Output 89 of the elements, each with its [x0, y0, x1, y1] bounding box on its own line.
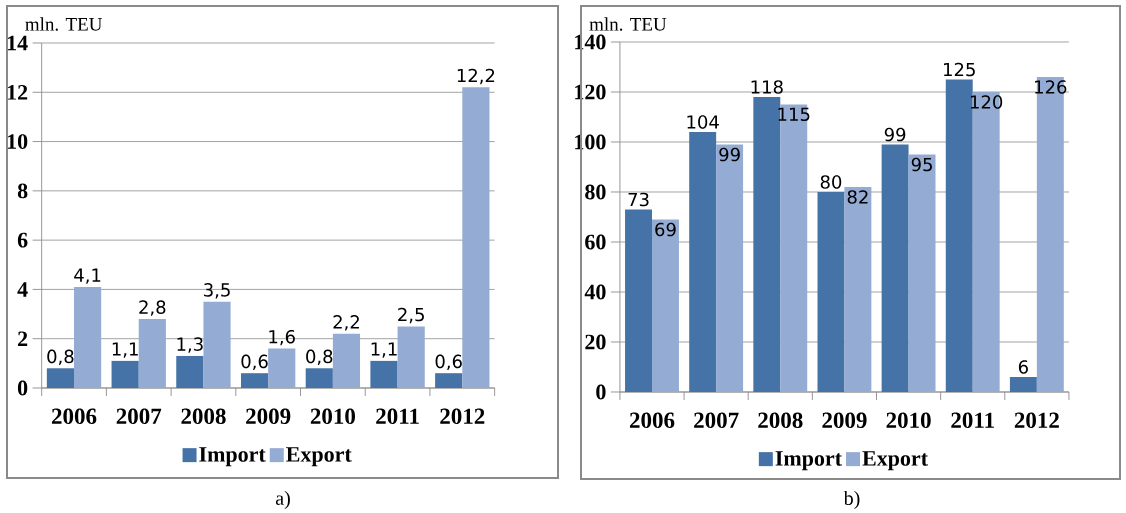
data-label: 1,1	[371, 342, 397, 358]
bar	[817, 191, 845, 392]
data-label: 0,6	[435, 354, 462, 370]
data-label: 73	[628, 192, 649, 207]
x-tick-label: 2007	[116, 408, 162, 425]
y-tick-label: 14	[7, 35, 28, 51]
y-tick-label: 8	[17, 183, 28, 199]
bar	[370, 360, 398, 388]
y-tick-label: 12	[7, 84, 28, 100]
bar	[268, 348, 296, 388]
bar	[1009, 376, 1037, 392]
data-label: 1,6	[269, 329, 295, 346]
bar	[74, 286, 102, 388]
x-tick-label: 2012	[440, 408, 485, 425]
data-label: 80	[820, 175, 842, 189]
x-tick-label: 2011	[376, 408, 419, 425]
text: b)	[843, 490, 860, 510]
data-label: 0,8	[306, 349, 333, 366]
data-label: 95	[911, 157, 932, 172]
data-label: 1,3	[177, 337, 203, 353]
y-axis-title: mln. TEU	[589, 17, 667, 31]
data-label: 12,2	[457, 68, 495, 85]
bar	[240, 373, 269, 388]
legend-label: Import	[199, 447, 266, 467]
data-label: 2,5	[398, 307, 424, 324]
x-tick-label: 2006	[51, 408, 97, 425]
data-label: 0,8	[47, 349, 74, 366]
text: a)	[275, 490, 290, 510]
y-tick-label: 20	[585, 334, 606, 350]
y-tick-label: 2	[18, 331, 28, 346]
bar	[305, 368, 333, 388]
y-tick-label: 10	[7, 134, 28, 149]
bar	[138, 318, 166, 388]
y-axis-title: mln. TEU	[25, 17, 103, 31]
data-label: 125	[944, 62, 975, 77]
bar	[111, 360, 139, 388]
data-label: 99	[719, 147, 740, 162]
bar	[780, 104, 808, 392]
x-tick-label: 2009	[246, 408, 291, 425]
x-tick-label: 2010	[886, 412, 931, 429]
x-tick-label: 2008	[181, 408, 226, 425]
bar	[176, 355, 204, 388]
bar	[716, 144, 744, 392]
data-label: 69	[655, 222, 676, 237]
bar	[435, 373, 463, 388]
bar	[625, 209, 653, 392]
data-label: 0,6	[241, 354, 268, 370]
data-label: 99	[884, 127, 906, 142]
data-label: 6	[1018, 360, 1028, 374]
y-tick-label: 60	[585, 234, 606, 250]
bar	[945, 79, 973, 392]
bar	[652, 219, 679, 392]
legend-label: Export	[286, 447, 352, 467]
bar	[689, 131, 717, 392]
data-label: 4,1	[74, 268, 101, 284]
data-label: 104	[687, 115, 719, 129]
x-tick-label: 2007	[694, 412, 739, 429]
bar	[332, 333, 361, 388]
x-tick-label: 2006	[629, 412, 675, 429]
data-label: 115	[778, 107, 810, 122]
bar	[46, 368, 75, 388]
bar	[972, 91, 1000, 392]
data-label: 118	[751, 80, 783, 94]
y-tick-label: 6	[17, 232, 28, 248]
data-label: 1,1	[112, 342, 138, 358]
data-label: 2,2	[333, 315, 359, 331]
x-tick-label: 2008	[758, 412, 803, 429]
data-label: 120	[970, 95, 1003, 109]
bar	[844, 186, 872, 392]
data-label: 3,5	[204, 283, 230, 299]
legend-label: Export	[862, 451, 928, 471]
data-label: 82	[847, 190, 868, 204]
y-tick-label: 40	[584, 284, 606, 300]
x-tick-label: 2011	[951, 412, 994, 429]
bar	[397, 326, 425, 388]
x-tick-label: 2009	[822, 412, 867, 429]
bar	[203, 301, 231, 388]
legend-label: Import	[775, 451, 842, 471]
data-label: 2,8	[139, 300, 166, 316]
y-tick-label: 0	[17, 380, 28, 396]
x-tick-label: 2012	[1014, 412, 1059, 429]
bar	[908, 154, 936, 392]
y-tick-label: 0	[596, 384, 606, 400]
bar	[881, 144, 909, 392]
x-tick-label: 2010	[310, 408, 355, 425]
y-tick-label: 80	[585, 184, 606, 200]
y-tick-label: 4	[17, 282, 28, 297]
bar	[462, 87, 490, 388]
data-label: 126	[1035, 80, 1067, 94]
